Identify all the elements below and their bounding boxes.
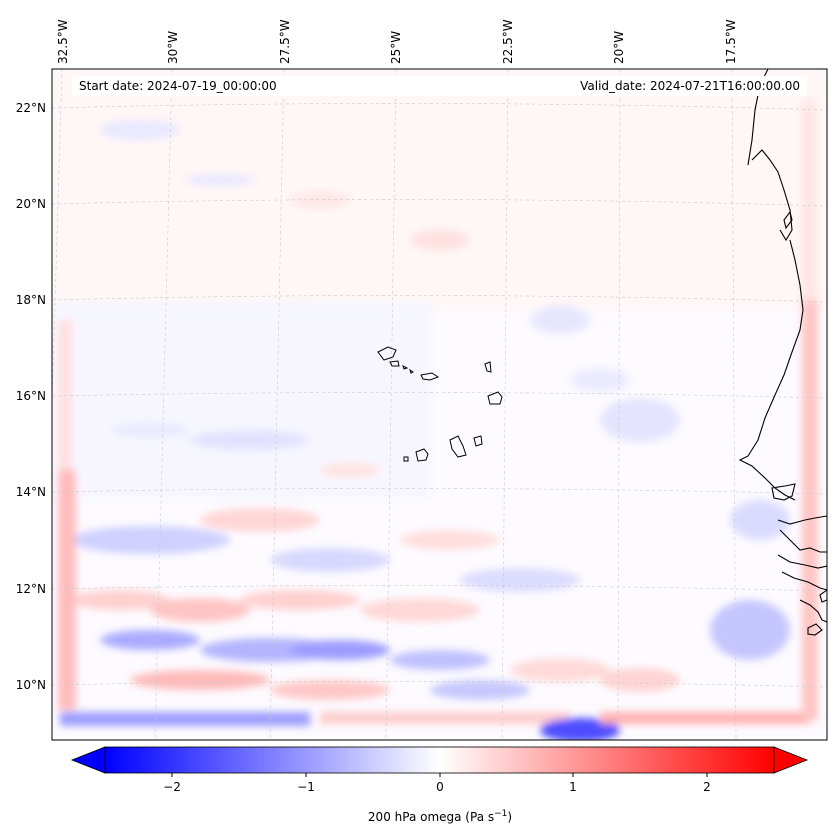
colorbar-title: 200 hPa omega (Pa s−1) (368, 809, 512, 824)
colorbar-tick-2: 2 (703, 780, 711, 794)
colorbar-extend-min (70, 746, 106, 774)
colorbar-title-main: 200 hPa omega (Pa s (368, 810, 494, 824)
valid-date-label: Valid_date: 2024-07-21T16:00:00.00 (580, 79, 800, 93)
colorbar-ticks (171, 773, 708, 777)
lat-label-18n: 18°N (16, 293, 46, 307)
lon-label-27-5w: 27.5°W (278, 19, 292, 64)
colorbar-tick-0: 0 (436, 780, 444, 794)
colorbar-tick-minus1: −1 (297, 780, 315, 794)
lat-label-20n: 20°N (16, 197, 46, 211)
colorbar-tick-1: 1 (569, 780, 577, 794)
lon-label-25w: 25°W (389, 31, 403, 64)
colorbar-title-end: ) (507, 810, 512, 824)
lat-label-10n: 10°N (16, 678, 46, 692)
omega-field (52, 69, 827, 740)
colorbar-tick-minus2: −2 (163, 780, 181, 794)
lat-label-14n: 14°N (16, 485, 46, 499)
lat-label-12n: 12°N (16, 582, 46, 596)
lon-label-20w: 20°W (612, 31, 626, 64)
african-coastline (738, 69, 827, 636)
cape-verde-islands (377, 346, 503, 462)
map-frame (51, 68, 828, 741)
colorbar: −2 −1 0 1 2 200 hPa omega (Pa s−1) (70, 746, 809, 824)
longitude-labels: 32.5°W 30°W 27.5°W 25°W 22.5°W 20°W 17.5… (56, 19, 738, 64)
colorbar-title-exponent: −1 (494, 809, 507, 819)
colorbar-body (104, 746, 775, 774)
lon-label-17-5w: 17.5°W (724, 19, 738, 64)
lon-label-22-5w: 22.5°W (501, 19, 515, 64)
lon-label-30w: 30°W (166, 31, 180, 64)
map-panel: Start date: 2024-07-19_00:00:00 Valid_da… (52, 69, 827, 740)
latitude-labels: 22°N 20°N 18°N 16°N 14°N 12°N 10°N (16, 101, 46, 692)
lon-label-32-5w: 32.5°W (56, 19, 70, 64)
lat-label-22n: 22°N (16, 101, 46, 115)
date-band (72, 76, 807, 96)
start-date-label: Start date: 2024-07-19_00:00:00 (79, 79, 277, 93)
colorbar-extend-max (773, 746, 809, 774)
graticule (52, 69, 827, 740)
lat-label-16n: 16°N (16, 389, 46, 403)
